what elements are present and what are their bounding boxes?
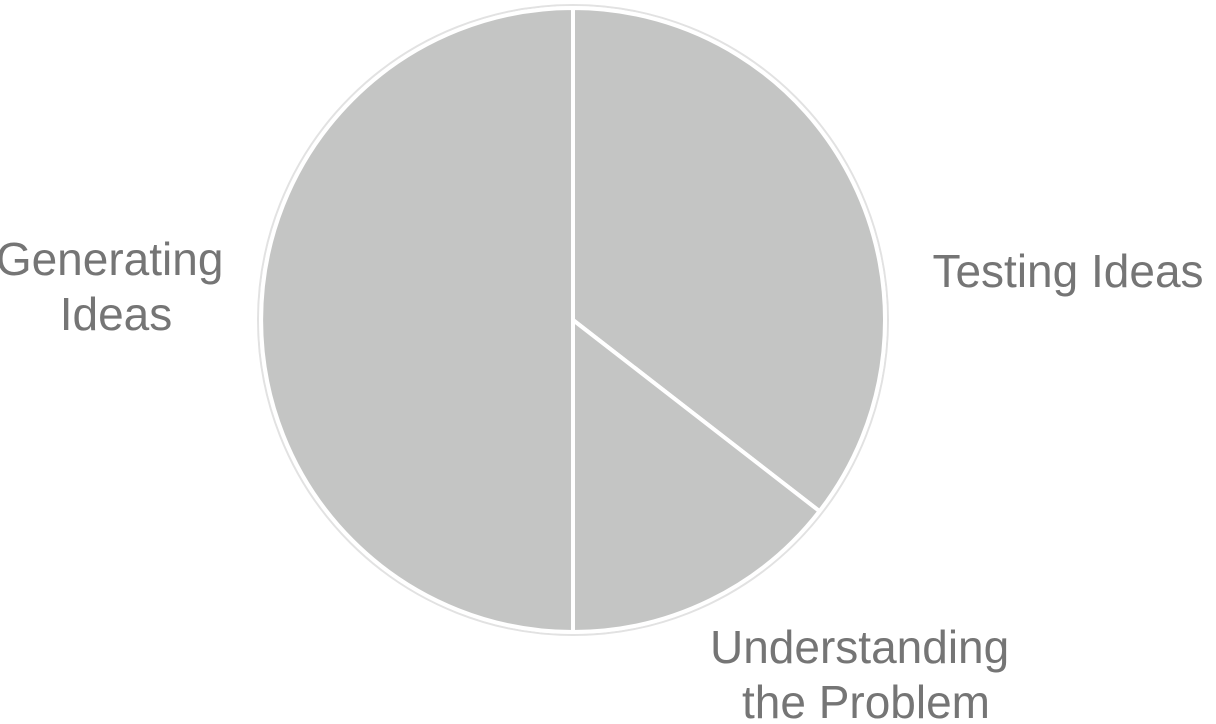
pie-outline bbox=[257, 4, 889, 636]
pie-slices bbox=[259, 6, 887, 634]
slice-label-understanding-the-problem-line-2: the Problem bbox=[742, 676, 990, 724]
slice-label-testing-ideas-line-1: Testing Ideas bbox=[932, 245, 1203, 297]
slice-label-generating-ideas-line-1: Generating bbox=[0, 233, 223, 285]
pie-slice-generating-ideas bbox=[259, 6, 575, 634]
slice-label-understanding-the-problem: Understanding the Problem bbox=[710, 621, 1022, 724]
pie-slice-understanding-the-problem bbox=[571, 318, 822, 634]
slice-label-generating-ideas: Generating Ideas bbox=[0, 233, 236, 340]
slice-label-understanding-the-problem-line-1: Understanding bbox=[710, 621, 1009, 673]
pie-labels: Testing Ideas Understanding the Problem … bbox=[0, 233, 1204, 724]
slice-label-generating-ideas-line-2: Ideas bbox=[60, 288, 173, 340]
slice-label-testing-ideas: Testing Ideas bbox=[932, 245, 1203, 297]
pie-slice-testing-ideas bbox=[571, 6, 887, 514]
